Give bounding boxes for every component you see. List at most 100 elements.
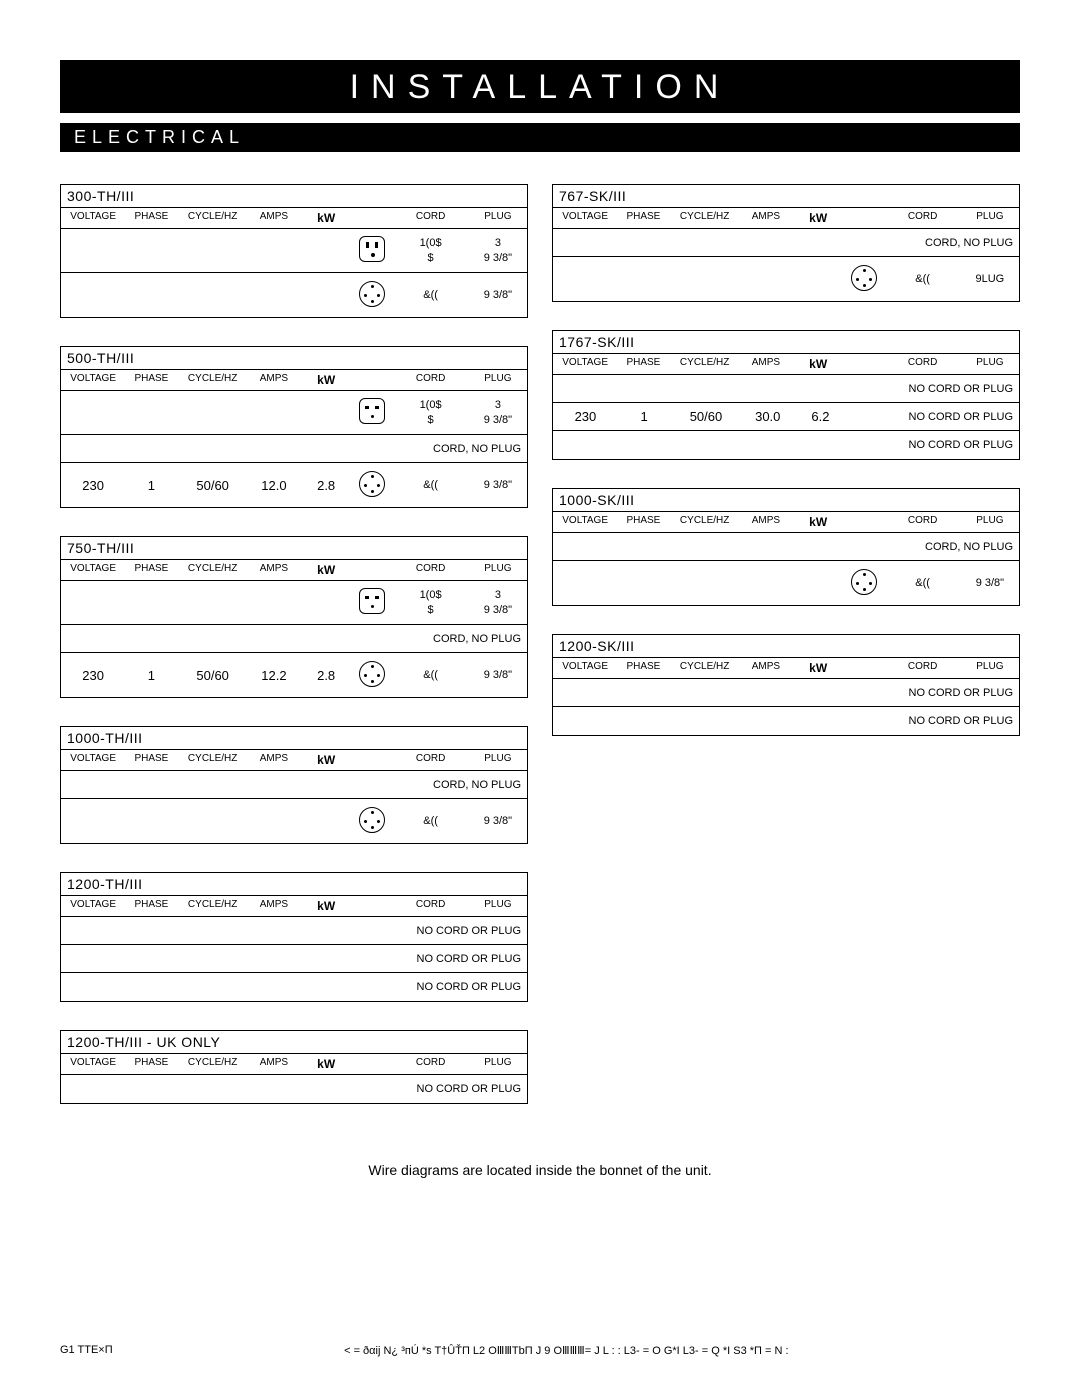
col-amps: AMPS [740,512,792,532]
model-name: 300-TH/III [61,185,527,208]
cell-kw [300,818,352,824]
col-amps: AMPS [740,354,792,374]
cell-kw [794,544,847,550]
col-kw: kW [300,750,352,770]
cell-phase [125,292,177,298]
plug-icon [352,395,392,430]
cell-amps [249,984,302,990]
cell-kw [794,386,847,392]
cell-plug: 39 3/8" [469,585,527,620]
cell-cord-plug: NO CORD OR PLUG [355,978,527,996]
cell-plug: 39 3/8" [469,395,527,430]
spec-table: 1000-SK/IIIVOLTAGEPHASECYCLE/HZAMPSkWCOR… [552,488,1020,606]
col-cord: CORD [392,208,468,228]
model-name: 767-SK/III [553,185,1019,208]
cell-kw [302,782,355,788]
cell-phase [618,442,671,448]
cell-cycle [670,276,740,282]
table-header: VOLTAGEPHASECYCLE/HZAMPSkWCORDPLUG [61,750,527,771]
cell-cycle [671,442,742,448]
col-cycle: CYCLE/HZ [178,370,248,390]
col-icon [352,560,392,580]
col-voltage: VOLTAGE [61,370,125,390]
cell-kw: 2.8 [300,475,352,496]
cell-plug: 9LUG [961,269,1019,289]
cell-cord-plug: CORD, NO PLUG [847,538,1019,556]
cell-cycle: 50/60 [178,475,248,496]
col-cycle: CYCLE/HZ [178,1054,248,1074]
cell-kw [300,248,352,254]
cell-phase [126,956,179,962]
cell-plug: 9 3/8" [469,811,527,831]
table-header: VOLTAGEPHASECYCLE/HZAMPSkWCORDPLUG [61,896,527,917]
col-cord: CORD [884,512,960,532]
cell-cord: 1(0$$ [392,585,468,620]
col-plug: PLUG [469,750,527,770]
cell-cord: &(( [392,811,468,831]
cell-amps: 30.0 [741,406,794,427]
footer-left: G1 TTE×П [60,1344,113,1357]
cell-kw [300,410,352,416]
cell-amps [741,690,794,696]
cell-kw: 2.8 [300,665,352,686]
cell-phase [618,544,671,550]
cell-cord-plug: CORD, NO PLUG [355,440,527,458]
col-voltage: VOLTAGE [553,658,617,678]
col-cycle: CYCLE/HZ [178,750,248,770]
cell-phase: 1 [125,475,177,496]
col-kw: kW [300,896,352,916]
col-phase: PHASE [125,560,177,580]
col-plug: PLUG [469,370,527,390]
col-phase: PHASE [617,658,669,678]
model-name: 1200-TH/III [61,873,527,896]
cell-amps [741,240,794,246]
table-row: 1(0$$39 3/8" [61,581,527,625]
col-amps: AMPS [248,750,300,770]
cell-amps [249,1086,302,1092]
cell-cycle [671,718,742,724]
plug-icon [352,278,392,313]
cell-voltage [61,410,125,416]
cell-voltage [61,636,126,642]
plug-icon [844,262,884,297]
col-amps: AMPS [740,658,792,678]
cell-cycle [670,580,740,586]
col-voltage: VOLTAGE [553,354,617,374]
cell-voltage [61,818,125,824]
cell-cycle [179,636,250,642]
cell-voltage [553,240,618,246]
col-icon [844,658,884,678]
left-column: 300-TH/IIIVOLTAGEPHASECYCLE/HZAMPSkWCORD… [60,184,528,1132]
spec-table: 1200-TH/IIIVOLTAGEPHASECYCLE/HZAMPSkWCOR… [60,872,528,1002]
cell-cord-plug: NO CORD OR PLUG [847,380,1019,398]
cell-phase [618,240,671,246]
table-row: CORD, NO PLUG [61,771,527,799]
cell-amps [249,446,302,452]
col-icon [352,896,392,916]
cell-cord-plug: CORD, NO PLUG [355,776,527,794]
col-amps: AMPS [248,370,300,390]
col-amps: AMPS [248,208,300,228]
cell-amps [248,818,300,824]
table-row: 1(0$$39 3/8" [61,229,527,273]
col-icon [844,208,884,228]
cell-phase [125,818,177,824]
col-phase: PHASE [125,1054,177,1074]
col-phase: PHASE [617,354,669,374]
cell-amps [741,718,794,724]
cell-voltage [61,928,126,934]
model-name: 1767-SK/III [553,331,1019,354]
col-kw: kW [792,354,844,374]
cell-cycle [671,240,742,246]
model-name: 1000-TH/III [61,727,527,750]
table-row: NO CORD OR PLUG [553,431,1019,459]
cell-voltage [553,718,618,724]
cell-phase [126,928,179,934]
col-amps: AMPS [248,560,300,580]
col-phase: PHASE [125,370,177,390]
table-row: 230150/6012.02.8&((9 3/8" [61,463,527,507]
cell-amps [740,580,792,586]
cell-phase [126,446,179,452]
table-row: NO CORD OR PLUG [61,917,527,945]
cell-voltage [61,600,125,606]
